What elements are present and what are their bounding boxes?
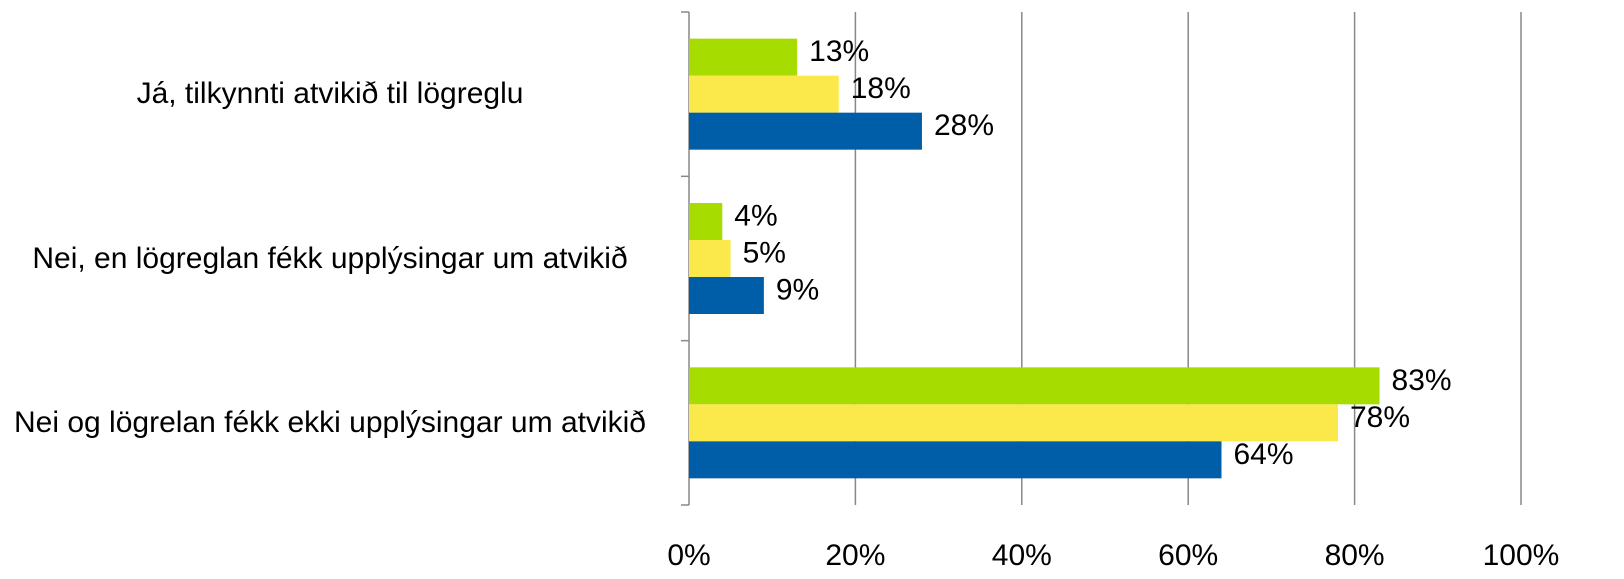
value-label: 4% bbox=[734, 199, 777, 232]
value-label: 5% bbox=[743, 236, 786, 269]
x-tick-label: 100% bbox=[1483, 539, 1560, 572]
bar bbox=[689, 441, 1222, 479]
category-label: Nei, en lögreglan fékk upplýsingar um at… bbox=[32, 241, 628, 275]
value-label: 64% bbox=[1233, 438, 1293, 471]
value-label: 28% bbox=[934, 109, 994, 142]
value-label: 18% bbox=[851, 72, 911, 105]
value-label: 13% bbox=[809, 35, 869, 68]
x-tick-label: 20% bbox=[825, 539, 885, 572]
bar bbox=[689, 367, 1380, 405]
bar bbox=[689, 203, 723, 240]
x-tick-label: 60% bbox=[1158, 539, 1218, 572]
bar bbox=[689, 277, 764, 314]
value-label: 9% bbox=[776, 273, 819, 306]
bar bbox=[689, 38, 798, 76]
x-tick-label: 80% bbox=[1325, 539, 1385, 572]
bar bbox=[689, 240, 731, 277]
bar bbox=[689, 112, 922, 150]
category-label: Nei og lögrelan fékk ekki upplýsingar um… bbox=[14, 405, 646, 439]
value-label: 78% bbox=[1350, 401, 1410, 434]
x-tick-label: 40% bbox=[992, 539, 1052, 572]
bar bbox=[689, 404, 1338, 442]
x-tick-label: 0% bbox=[667, 539, 710, 572]
bar bbox=[689, 75, 839, 113]
category-label: Já, tilkynnti atvikið til lögreglu bbox=[136, 77, 524, 111]
value-label: 83% bbox=[1392, 364, 1452, 397]
